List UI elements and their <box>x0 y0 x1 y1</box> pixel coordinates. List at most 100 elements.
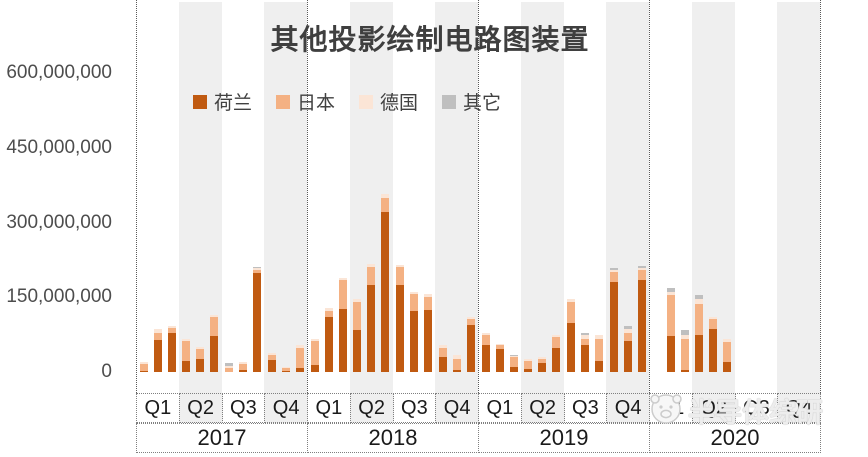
quarter-label-2018-Q1: Q1 <box>307 393 351 423</box>
bar-segment-日本 <box>680 338 689 370</box>
bar-segment-荷兰 <box>466 324 475 372</box>
bar-segment-日本 <box>452 358 461 370</box>
bar-segment-德国 <box>210 314 219 318</box>
bar-segment-荷兰 <box>182 361 191 372</box>
year-label-2017: 2017 <box>136 423 308 453</box>
stacked-bar-2017-01 <box>139 362 148 372</box>
stacked-bar-2017-12 <box>295 345 304 372</box>
bar-segment-其它 <box>623 326 632 329</box>
bar-segment-日本 <box>538 358 547 363</box>
bar-segment-日本 <box>466 319 475 325</box>
bar-segment-日本 <box>153 332 162 341</box>
bar-segment-日本 <box>196 348 205 359</box>
bar-segment-荷兰 <box>438 357 447 372</box>
quarter-band <box>264 2 307 393</box>
bar-segment-德国 <box>267 353 276 355</box>
stacked-bar-2019-12 <box>637 266 646 372</box>
stacked-bar-2017-08 <box>239 361 247 372</box>
stacked-bar-2018-08 <box>410 291 418 372</box>
stacked-bar-2017-06 <box>210 314 219 372</box>
quarter-label-2018-Q3: Q3 <box>392 393 437 423</box>
quarter-label-2020-Q1: Q1 <box>649 393 693 423</box>
year-separator-line <box>136 0 137 453</box>
year-label-2020: 2020 <box>649 423 821 453</box>
stacked-bar-2020-06 <box>723 338 732 372</box>
bar-segment-德国 <box>424 294 432 297</box>
bar-segment-荷兰 <box>310 364 319 372</box>
quarter-label-2017-Q3: Q3 <box>221 393 266 423</box>
y-axis-tick-label: 450,000,000 <box>6 136 112 158</box>
bar-segment-德国 <box>338 277 347 281</box>
legend-swatch-icon <box>276 94 291 109</box>
chart-title: 其他投影绘制电路图装置 <box>270 24 590 55</box>
stacked-bar-2019-09 <box>595 335 603 372</box>
bar-segment-日本 <box>552 337 561 349</box>
bar-segment-德国 <box>167 325 176 329</box>
bar-segment-其它 <box>225 362 233 366</box>
bar-segment-德国 <box>281 367 290 368</box>
bar-segment-德国 <box>637 267 646 270</box>
bar-segment-荷兰 <box>210 336 219 372</box>
legend-label: 日本 <box>297 93 336 114</box>
bar-segment-日本 <box>723 342 732 362</box>
bar-segment-其它 <box>666 288 675 293</box>
bar-segment-德国 <box>324 308 333 311</box>
stacked-bar-2017-09 <box>253 267 261 372</box>
bar-segment-荷兰 <box>424 310 432 372</box>
bar-segment-荷兰 <box>139 371 148 372</box>
bar-segment-德国 <box>196 346 205 349</box>
stacked-bar-2018-03 <box>338 277 347 372</box>
bar-segment-德国 <box>396 265 404 268</box>
bar-segment-荷兰 <box>253 273 261 372</box>
bar-segment-德国 <box>680 334 689 339</box>
bar-segment-德国 <box>567 299 575 303</box>
bar-segment-德国 <box>666 292 675 296</box>
bar-segment-荷兰 <box>281 371 290 372</box>
year-separator-line <box>820 0 821 453</box>
quarter-label-2020-Q2: Q2 <box>691 393 736 423</box>
quarter-label-2019-Q2: Q2 <box>520 393 565 423</box>
legend-swatch-icon <box>193 94 207 109</box>
year-label-2018: 2018 <box>307 423 479 453</box>
year-separator-line <box>307 0 308 453</box>
bar-segment-德国 <box>381 193 390 198</box>
bar-segment-日本 <box>239 364 247 370</box>
bar-segment-其它 <box>695 294 704 299</box>
stacked-bar-2019-01 <box>481 332 490 372</box>
bar-segment-荷兰 <box>353 329 362 372</box>
bar-segment-荷兰 <box>167 333 176 372</box>
bar-segment-日本 <box>709 319 718 330</box>
stacked-bar-2019-10 <box>609 267 618 372</box>
bar-segment-德国 <box>452 354 461 359</box>
quarter-label-2017-Q2: Q2 <box>178 393 223 423</box>
bar-segment-荷兰 <box>481 344 490 372</box>
stacked-bar-2019-05 <box>538 357 547 372</box>
bar-segment-日本 <box>167 328 176 334</box>
stacked-bar-2020-05 <box>709 316 718 372</box>
bar-segment-日本 <box>253 270 261 274</box>
quarter-label-2020-Q3: Q3 <box>734 393 779 423</box>
stacked-bar-2020-02 <box>666 288 675 372</box>
stacked-bar-2017-03 <box>167 325 176 372</box>
bar-segment-其它 <box>609 267 618 270</box>
stacked-bar-2019-02 <box>495 343 504 372</box>
stacked-bar-2017-02 <box>153 329 162 372</box>
stacked-bar-2017-11 <box>281 367 290 372</box>
stacked-bar-2018-11 <box>452 354 461 372</box>
bar-segment-其它 <box>637 266 646 268</box>
bar-segment-荷兰 <box>324 317 333 372</box>
bar-segment-荷兰 <box>239 370 247 372</box>
bar-segment-日本 <box>310 341 319 365</box>
stacked-bar-2019-07 <box>567 299 575 372</box>
bar-segment-德国 <box>695 298 704 304</box>
bar-segment-日本 <box>637 269 646 280</box>
bar-segment-日本 <box>567 302 575 324</box>
bar-segment-日本 <box>410 294 418 312</box>
bar-segment-日本 <box>225 368 233 372</box>
bar-segment-荷兰 <box>680 369 689 372</box>
bar-segment-德国 <box>295 345 304 349</box>
bar-segment-日本 <box>609 272 618 283</box>
bar-segment-德国 <box>623 328 632 333</box>
bar-segment-荷兰 <box>495 348 504 372</box>
